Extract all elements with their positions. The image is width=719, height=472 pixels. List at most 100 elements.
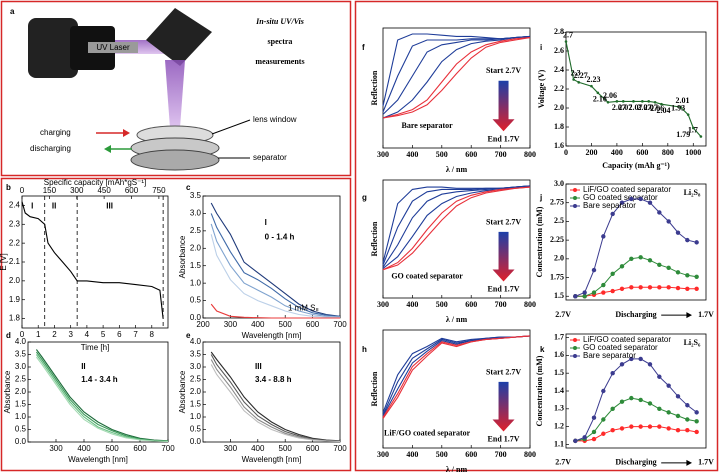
data-point [619, 426, 625, 431]
data-point [660, 102, 663, 106]
x-tick-label: 600 [465, 150, 477, 159]
y-tick-label: 0.5 [190, 425, 202, 434]
data-point [621, 100, 625, 103]
data-point [685, 237, 690, 243]
data-point [657, 406, 662, 412]
data-point [647, 258, 653, 263]
y-axis-label: Concentration (mM) [535, 355, 544, 426]
data-point [686, 113, 690, 116]
x-tick-label: 800 [524, 150, 536, 159]
annotation: Start 2.7V [486, 66, 521, 75]
data-point [638, 255, 643, 260]
y-tick-label: 1.5 [15, 400, 27, 409]
series-line [382, 35, 531, 115]
data-point [610, 288, 615, 294]
annotation: LiF/GO coated separator [384, 429, 471, 438]
series-line [210, 354, 341, 442]
annotation: 1 mM S₈ [288, 303, 319, 312]
panel-label: a [10, 7, 15, 16]
data-point [632, 100, 635, 103]
data-label: 2.27 [574, 71, 588, 80]
panel-label: j [539, 193, 542, 202]
y-tick-label: 1.0 [15, 412, 27, 421]
y-tick-label: 2.8 [554, 27, 564, 36]
data-point [564, 40, 568, 43]
x-tick-label: 600 [133, 444, 147, 453]
x-tick-label: 7 [133, 330, 138, 339]
panel-label: i [540, 43, 542, 52]
annotation: 1.7V [698, 310, 714, 319]
panel-be-border [0, 177, 352, 472]
plot-frame [21, 195, 169, 329]
data-label: 2.23 [586, 75, 600, 84]
data-point [666, 219, 671, 224]
data-point [601, 290, 606, 295]
y-tick-label: 2.3 [9, 219, 21, 228]
x-tick-label: 300 [49, 444, 63, 453]
x-tick-label: 600 [636, 148, 648, 157]
data-point [647, 100, 651, 103]
data-label: 2.07 [618, 103, 632, 112]
data-point [577, 81, 581, 84]
series-line [210, 223, 341, 318]
panel-label: h [362, 345, 367, 354]
data-point [694, 419, 699, 424]
x-tick-label: 800 [662, 148, 674, 157]
y-tick-label: 3.0 [190, 209, 202, 218]
y-tick-label: 0.0 [190, 313, 202, 322]
data-point [619, 362, 625, 367]
series-line [382, 37, 531, 119]
data-point [615, 100, 619, 103]
x2-tick-label: 600 [125, 186, 139, 195]
panel-label: c [186, 183, 191, 192]
y-tick-label: 0.5 [15, 425, 27, 434]
x-tick-label: 700 [495, 300, 507, 309]
y-tick-label: 3.0 [554, 179, 564, 188]
annotation: Start 2.7V [486, 367, 521, 376]
x-tick-label: 8 [150, 330, 155, 339]
y-tick-label: 2.0 [190, 387, 202, 396]
series-line [35, 354, 169, 442]
x2-axis-label: Specific capacity [mAh*gS⁻¹] [44, 178, 146, 187]
data-point [582, 294, 587, 299]
panel-label: b [6, 183, 11, 192]
plot-frame [382, 179, 531, 299]
data-point [629, 356, 634, 362]
x-tick-label: 0 [564, 148, 568, 157]
y-axis-label: Absorbance [178, 370, 187, 413]
x-tick-label: 5 [101, 330, 106, 339]
y-tick-label: 2.0 [554, 254, 564, 263]
data-point [629, 256, 634, 262]
series-line [565, 41, 702, 137]
legend-marker [573, 196, 577, 200]
data-point [641, 100, 644, 103]
annotation: 2.7V [555, 310, 571, 319]
y-tick-label: 0.0 [190, 437, 202, 446]
y-axis-label: Reflection [370, 70, 379, 105]
y-tick-label: 2.2 [9, 238, 21, 247]
series-line [210, 359, 341, 442]
y-tick-label: 1.8 [9, 314, 21, 323]
data-point [591, 436, 597, 442]
lens-pointer [211, 119, 251, 135]
series-line [382, 186, 531, 271]
y-tick-label: 2.0 [15, 387, 27, 396]
series-line [382, 335, 531, 419]
y-tick-label: 1.9 [9, 295, 21, 304]
data-label: 2.7 [563, 30, 573, 39]
x-axis-label: λ / nm [446, 165, 468, 174]
x-tick-label: 400 [77, 444, 91, 453]
x-tick-label: 400 [406, 450, 418, 459]
y-axis-label: Voltage (V) [537, 69, 546, 108]
annotation: Li₂S₈ [684, 188, 701, 197]
series-line [210, 213, 341, 318]
data-point [573, 294, 578, 299]
data-point [573, 438, 578, 444]
data-point [638, 356, 643, 362]
series-line [382, 186, 531, 271]
annotation: III [106, 202, 113, 211]
y-tick-label: 3.5 [15, 350, 27, 359]
data-point [601, 431, 606, 436]
setup-title: In-situ UV/Vis [255, 17, 304, 26]
y-tick-label: 4.0 [15, 337, 27, 346]
